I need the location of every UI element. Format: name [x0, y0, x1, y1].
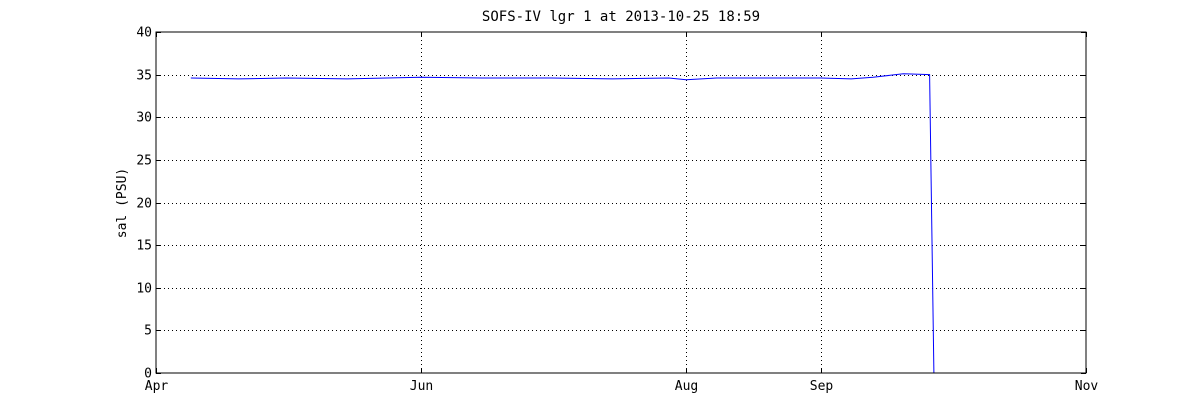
- series-line-0: [190, 73, 1082, 374]
- y-tick-label: 10: [136, 282, 152, 297]
- x-tick-label: Aug: [675, 379, 698, 394]
- grid-lines: [156, 32, 1086, 373]
- y-tick-label: 5: [144, 324, 152, 339]
- x-tick-label: Jun: [410, 379, 433, 394]
- x-tick-label: Nov: [1075, 379, 1099, 394]
- y-tick-label: 40: [136, 26, 152, 41]
- y-tick-label: 20: [136, 197, 152, 212]
- y-tick-label: 30: [136, 111, 152, 126]
- y-tick-label: 0: [144, 367, 152, 382]
- y-tick-label: 35: [136, 69, 152, 84]
- plot-frame: [155, 31, 1087, 374]
- y-axis-label: sal (PSU): [115, 168, 130, 238]
- y-tick-label: 25: [136, 154, 152, 169]
- series-layer: [190, 73, 1082, 374]
- axis-ticks: 0 5 10 15 20 25 30 35 40 Apr Jun Aug Sep Nov: [136, 26, 1098, 395]
- x-tick-label: Sep: [810, 379, 834, 394]
- chart-title: SOFS-IV lgr 1 at 2013-10-25 18:59: [482, 9, 760, 25]
- x-tick-label: Apr: [145, 379, 169, 394]
- y-tick-label: 15: [136, 239, 152, 254]
